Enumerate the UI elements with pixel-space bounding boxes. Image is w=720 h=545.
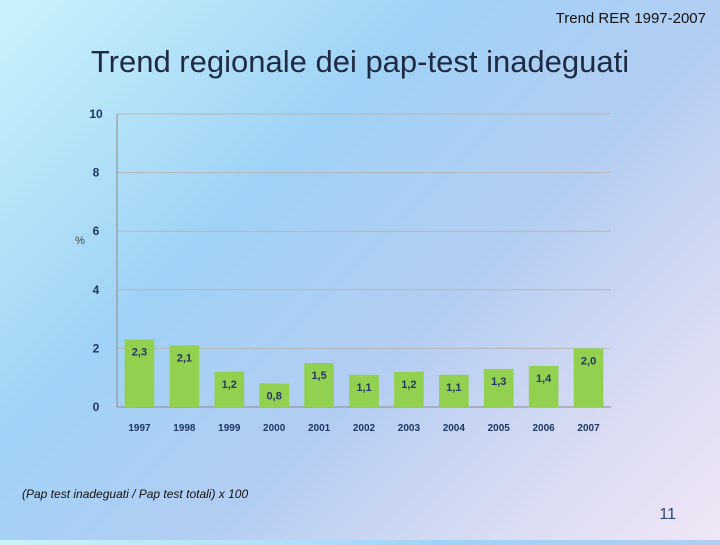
y-tick-label: 4 (93, 283, 100, 297)
data-label: 2,3 (132, 347, 147, 359)
y-tick-label: 0 (93, 400, 100, 414)
footnote: (Pap test inadeguati / Pap test totali) … (22, 487, 249, 501)
bar (483, 368, 514, 407)
x-tick-label: 2004 (443, 423, 466, 434)
bar (528, 365, 559, 407)
bar (394, 371, 424, 407)
data-label: 1,1 (446, 382, 461, 394)
data-label: 1,1 (356, 382, 371, 394)
slide-title: Trend regionale dei pap-test inadeguati (90, 44, 630, 79)
bar (573, 348, 604, 407)
data-label: 2,1 (177, 352, 192, 364)
page-number: 11 (659, 506, 676, 523)
y-tick-label: 6 (93, 224, 100, 238)
data-label: 1,2 (222, 379, 237, 391)
data-label: 1,4 (536, 373, 552, 385)
data-label: 2,0 (581, 355, 596, 367)
x-tick-label: 1999 (218, 423, 241, 434)
y-tick-label: 2 (93, 341, 100, 355)
x-tick-label: 2005 (488, 423, 511, 434)
data-label: 1,2 (401, 379, 416, 391)
y-tick-label: 10 (89, 107, 103, 121)
bar (304, 363, 334, 407)
header-title: Trend RER 1997-2007 (555, 10, 706, 27)
x-tick-label: 1997 (128, 423, 151, 434)
data-label: 1,3 (491, 376, 506, 388)
bar (349, 374, 379, 407)
data-label: 1,5 (311, 370, 326, 382)
y-axis-label: % (75, 235, 85, 247)
data-label: 0,8 (267, 391, 282, 403)
x-tick-label: 2000 (263, 423, 286, 434)
bar (169, 345, 200, 407)
x-tick-label: 2006 (533, 423, 556, 434)
bar (214, 371, 245, 407)
x-tick-label: 1998 (173, 423, 196, 434)
x-tick-label: 2003 (398, 423, 421, 434)
bar (438, 374, 469, 407)
x-tick-label: 2001 (308, 423, 331, 434)
x-tick-label: 2007 (577, 423, 600, 434)
x-tick-label: 2002 (353, 423, 376, 434)
y-tick-label: 8 (93, 166, 100, 180)
bar (124, 339, 155, 407)
bar (259, 383, 290, 407)
